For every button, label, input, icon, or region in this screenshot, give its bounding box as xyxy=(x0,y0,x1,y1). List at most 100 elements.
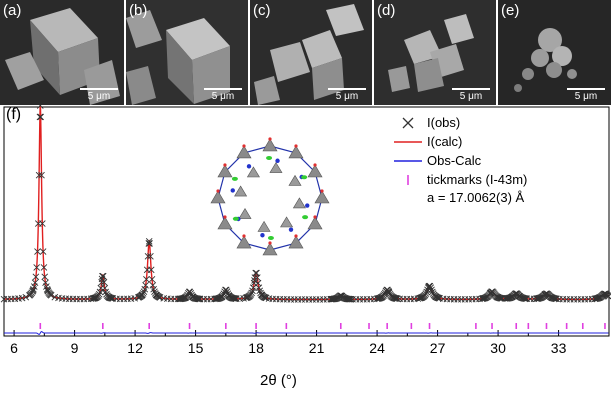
sem-label: (a) xyxy=(3,2,22,19)
red-line-icon xyxy=(394,141,422,143)
scale-bar: 5 μm xyxy=(452,88,490,102)
sem-label: (b) xyxy=(129,2,148,19)
nitrogen-atom xyxy=(260,233,265,238)
obs-point xyxy=(145,237,153,245)
tetrahedron xyxy=(307,164,323,178)
difference-layer xyxy=(4,331,609,335)
tetrahedron xyxy=(288,174,302,186)
x-tick-label: 18 xyxy=(248,340,264,356)
obs-point xyxy=(38,220,46,227)
tetrahedron xyxy=(236,145,252,159)
legend-label: tickmarks (I-43m) xyxy=(427,172,528,187)
tetrahedron xyxy=(246,166,260,178)
x-tick-label: 12 xyxy=(127,340,143,356)
obs-point xyxy=(99,272,106,280)
scale-bar-text: 5 μm xyxy=(335,91,359,102)
obs-point xyxy=(47,292,55,299)
tetrahedron xyxy=(288,235,304,249)
obs-point xyxy=(381,291,388,298)
obs-point xyxy=(141,285,149,293)
nitrogen-atom xyxy=(288,227,294,232)
x-axis-ticks: 6 9 12 15 18 21 24 27 30 33 xyxy=(10,330,567,356)
oxygen-atom xyxy=(294,144,298,148)
obs-point xyxy=(147,266,155,274)
obs-point xyxy=(37,113,45,121)
obs-point xyxy=(144,252,152,260)
tetrahedron xyxy=(314,190,330,204)
tetrahedron xyxy=(280,216,294,228)
tetrahedron xyxy=(269,162,283,173)
obs-point xyxy=(31,279,39,287)
tetrahedron xyxy=(238,207,252,219)
obs-point xyxy=(193,295,201,303)
sem-image-a xyxy=(0,0,124,105)
obs-point xyxy=(194,295,202,303)
sem-image-b xyxy=(126,0,248,105)
crystal-structure-inset xyxy=(210,137,330,256)
scale-bar: 5 μm xyxy=(204,88,242,102)
sem-image-strip: (a) 5 μm (b) 5 μm (c) 5 μm xyxy=(0,0,611,105)
tetrahedron xyxy=(234,185,248,197)
scale-bar-text: 5 μm xyxy=(87,91,111,102)
x-tick-label: 27 xyxy=(430,340,446,356)
obs-point xyxy=(140,288,148,296)
sem-panel-b: (b) 5 μm xyxy=(126,0,248,105)
obs-point xyxy=(248,289,255,297)
obs-point xyxy=(253,274,261,281)
x-tick-label: 9 xyxy=(71,340,79,356)
legend: I(obs) I(calc) Obs-Calc tickmarks (I-43m… xyxy=(394,113,527,189)
obs-point xyxy=(102,288,109,296)
obs-point xyxy=(222,286,230,294)
x-tick-label: 30 xyxy=(490,340,506,356)
sem-panel-a: (a) 5 μm xyxy=(0,0,124,105)
sem-image-d xyxy=(374,0,496,105)
tetrahedron xyxy=(217,164,233,178)
x-tick-label: 15 xyxy=(188,340,204,356)
scale-bar: 5 μm xyxy=(80,88,118,102)
obs-point xyxy=(39,248,47,255)
tetrahedron xyxy=(262,242,278,256)
obs-point xyxy=(223,288,231,295)
sem-image-e xyxy=(498,0,611,105)
x-marker-icon xyxy=(402,117,414,129)
oxygen-atom xyxy=(242,144,246,148)
obs-point xyxy=(43,285,51,293)
obs-point xyxy=(393,295,401,302)
obs-point xyxy=(30,283,38,290)
tetrahedron xyxy=(292,197,306,209)
guest-atom xyxy=(301,175,308,180)
obs-point xyxy=(426,282,434,290)
legend-label: I(calc) xyxy=(427,134,463,149)
scale-bar: 5 μm xyxy=(328,88,366,102)
guest-atom xyxy=(266,156,273,161)
nitrogen-atom xyxy=(305,203,310,208)
oxygen-atom xyxy=(216,189,220,193)
tetrahedron xyxy=(288,145,304,159)
obs-point xyxy=(148,276,156,283)
sem-panel-e: (e) 5 μm xyxy=(498,0,611,105)
guest-atom xyxy=(302,215,309,220)
obs-point xyxy=(147,252,154,260)
obs-point xyxy=(521,295,529,302)
obs-point xyxy=(100,278,108,286)
obs-point xyxy=(34,248,41,255)
tickmarks-layer xyxy=(39,323,606,329)
oxygen-atom xyxy=(268,137,272,141)
obs-point xyxy=(42,279,49,287)
tetrahedron xyxy=(236,235,252,249)
obs-point xyxy=(139,290,147,297)
obs-point xyxy=(143,276,150,283)
blue-line-icon xyxy=(394,160,422,162)
sem-panel-d: (d) 5 μm xyxy=(374,0,496,105)
sem-label: (d) xyxy=(377,2,396,19)
x-tick-label: 33 xyxy=(551,340,567,356)
obs-point xyxy=(422,290,430,297)
nitrogen-atom xyxy=(275,158,280,163)
xrd-plot: 6 9 12 15 18 21 24 27 30 33 xyxy=(0,105,611,356)
tetrahedron xyxy=(257,220,271,232)
obs-point xyxy=(32,273,40,281)
obs-layer xyxy=(0,105,611,303)
oxygen-atom xyxy=(313,163,317,167)
obs-point xyxy=(142,282,149,289)
obs-point xyxy=(230,295,237,302)
